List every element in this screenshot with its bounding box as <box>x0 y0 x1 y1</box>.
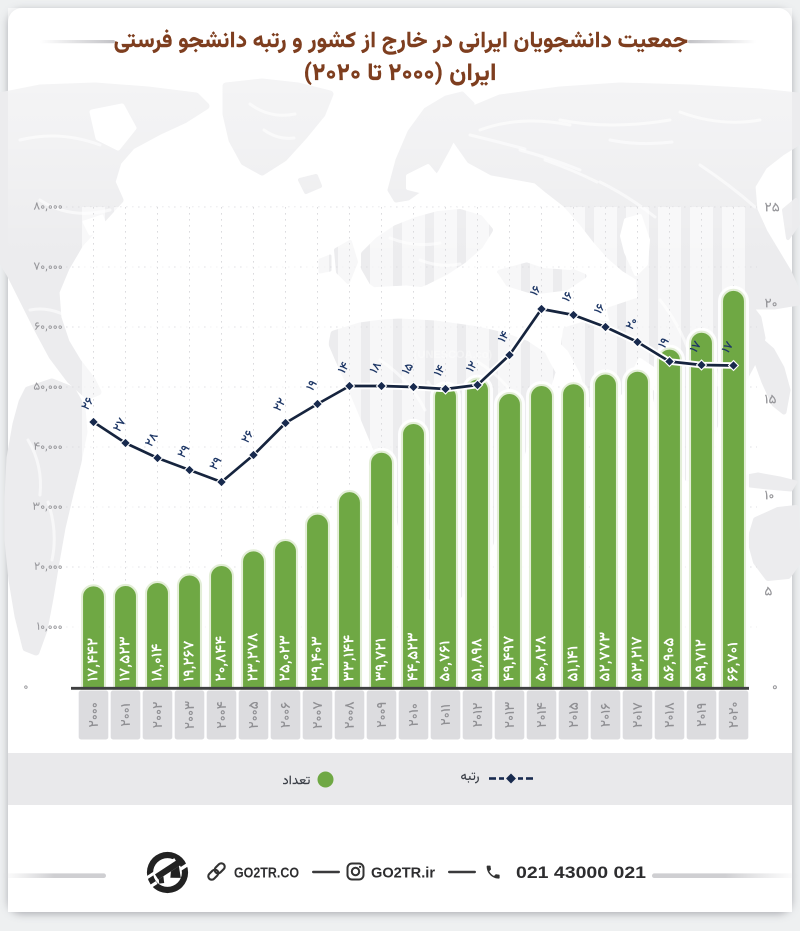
svg-text:(UNESCOA.co): (UNESCOA.co) <box>414 349 493 361</box>
svg-text:021 43000 021: 021 43000 021 <box>516 864 646 882</box>
svg-text:GO2TR.CO: GO2TR.CO <box>234 865 299 882</box>
svg-text:GO2TR.ir: GO2TR.ir <box>371 865 435 882</box>
